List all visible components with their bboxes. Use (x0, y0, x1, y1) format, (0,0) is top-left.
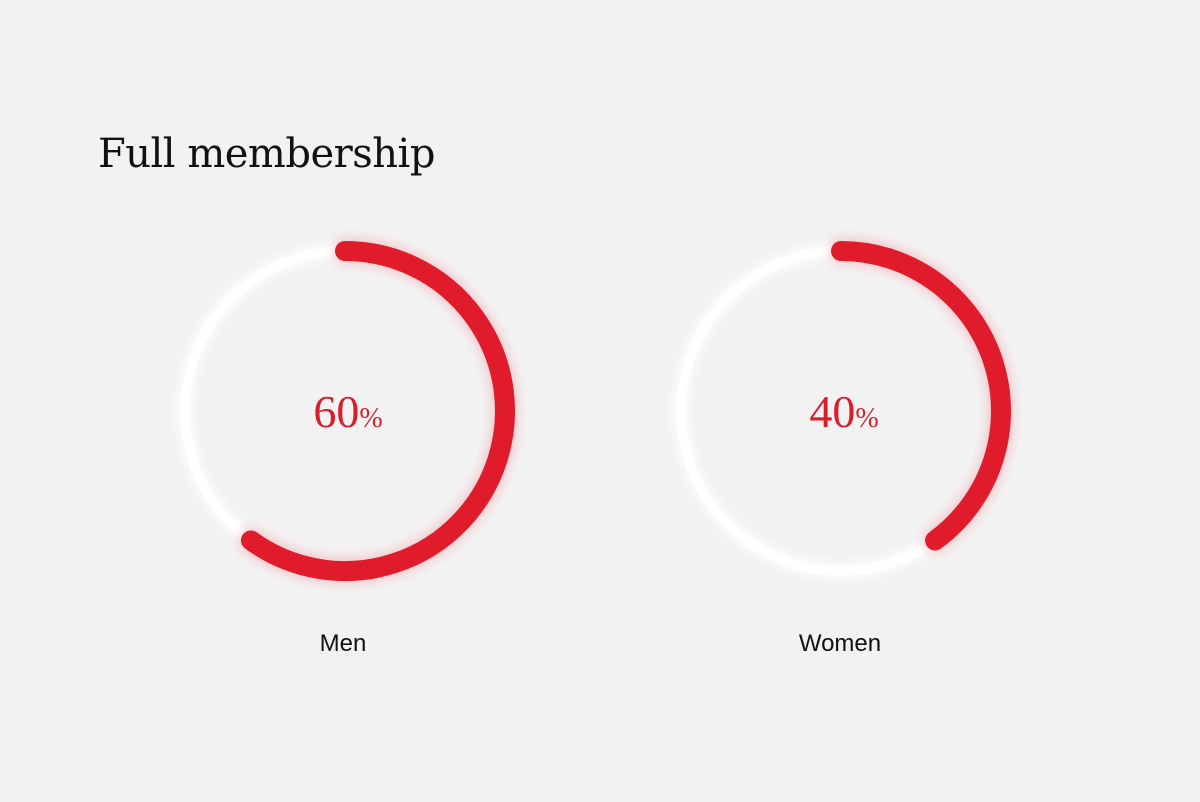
men-gauge: 60% (148, 226, 548, 606)
women-gauge: 40% (644, 226, 1044, 606)
men-percent-sign: % (359, 403, 383, 434)
women-percent: 40% (644, 384, 1044, 451)
page-title: Full membership (98, 131, 435, 177)
women-ring-chart (674, 240, 1012, 578)
men-percent: 60% (148, 384, 548, 451)
women-ring-arc (831, 241, 1011, 551)
men-ring-chart (178, 240, 516, 582)
men-percent-value: 60 (313, 386, 360, 437)
women-label: Women (798, 630, 882, 657)
men-label: Men (319, 630, 367, 657)
women-percent-value: 40 (809, 386, 856, 437)
men-ring-arc (240, 241, 515, 581)
women-percent-sign: % (855, 403, 879, 434)
